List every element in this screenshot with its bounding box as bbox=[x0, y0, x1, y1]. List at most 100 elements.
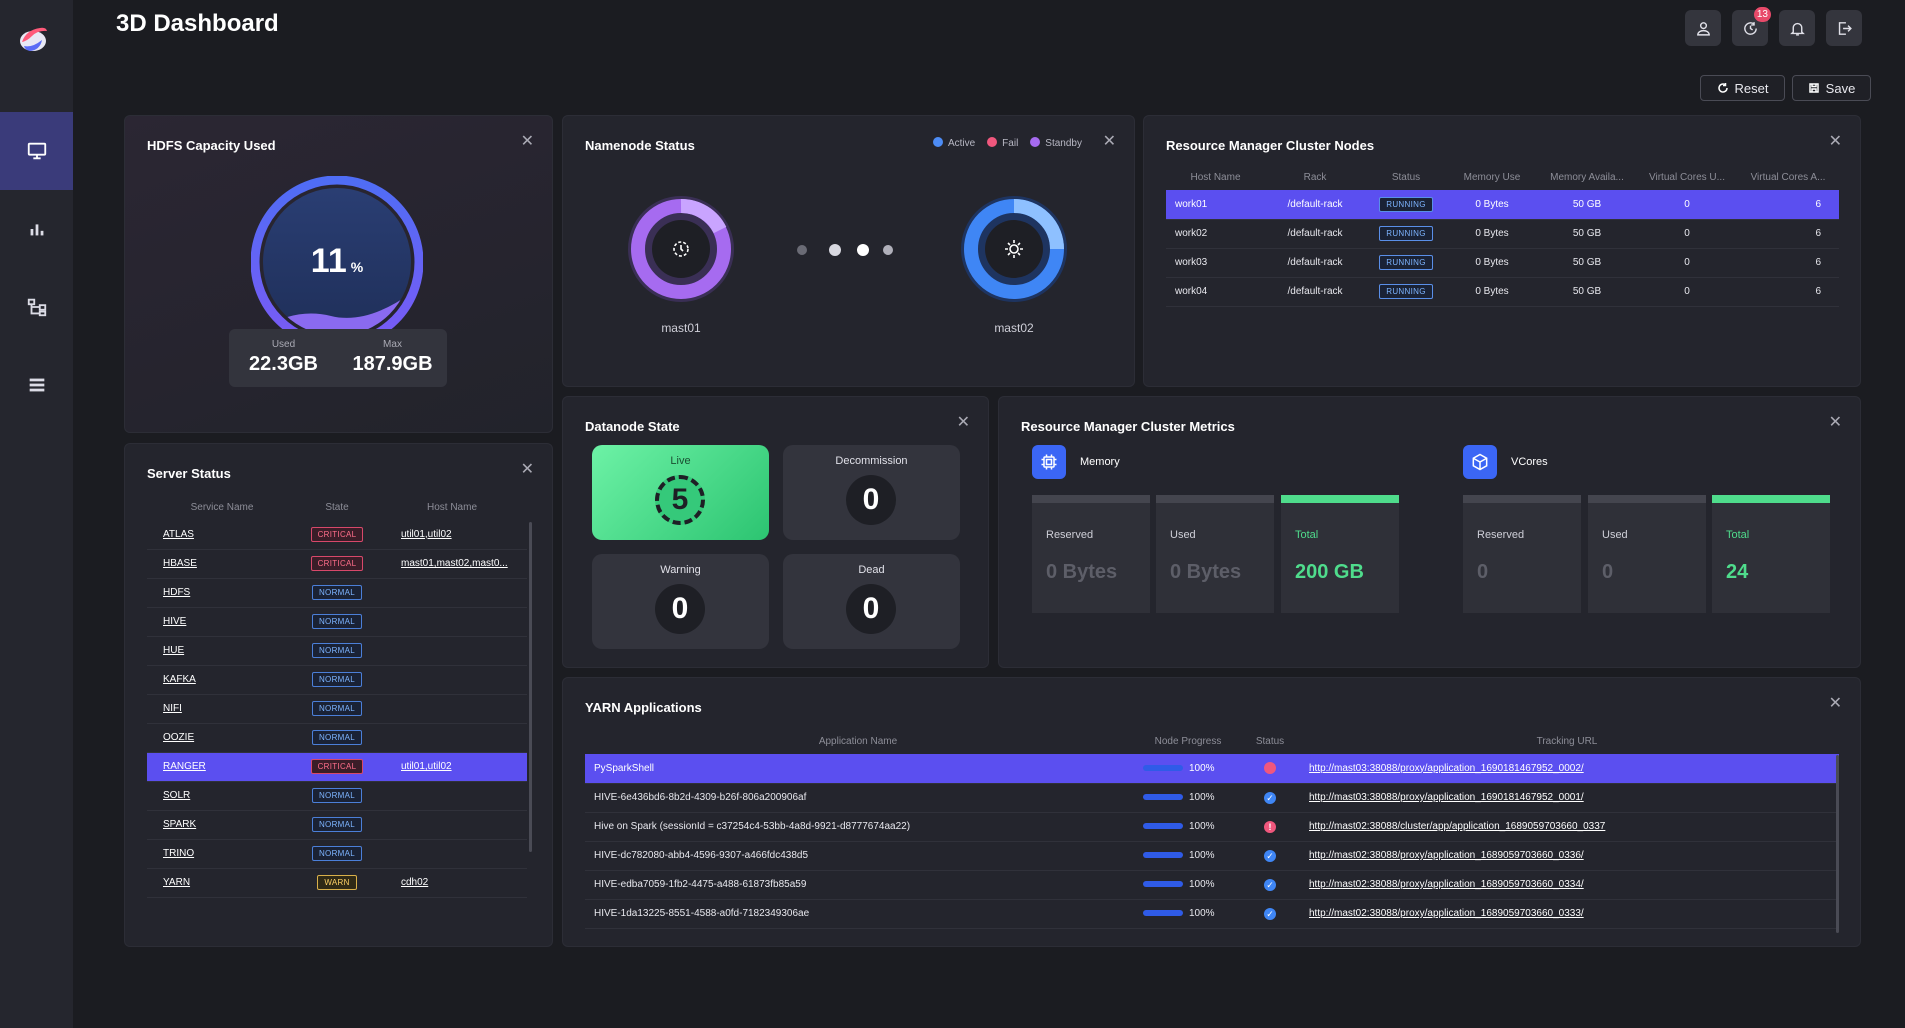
col-tracking-url[interactable]: Tracking URL bbox=[1536, 735, 1598, 747]
col-status[interactable]: Status bbox=[1255, 735, 1285, 747]
vcores-used: 0 bbox=[1637, 277, 1737, 307]
tracking-url-link[interactable]: http://mast03:38088/proxy/application_16… bbox=[1309, 792, 1584, 803]
table-row[interactable]: HIVE NORMAL bbox=[147, 607, 527, 637]
host-link[interactable]: cdh02 bbox=[401, 877, 429, 888]
service-link[interactable]: KAFKA bbox=[163, 674, 196, 685]
user-icon bbox=[1696, 21, 1710, 36]
col-status[interactable]: Status bbox=[1391, 171, 1421, 183]
app-logo-icon[interactable] bbox=[16, 22, 50, 56]
vcores-available: 6 bbox=[1737, 190, 1839, 220]
table-row[interactable]: KAFKA NORMAL bbox=[147, 665, 527, 695]
table-row[interactable]: work01 /default-rack RUNNING 0 Bytes 50 … bbox=[1166, 190, 1839, 220]
vcores-used-label: Used bbox=[1602, 529, 1628, 541]
state-badge: WARN bbox=[317, 875, 357, 890]
col-service-name[interactable]: Service Name bbox=[190, 501, 254, 513]
table-row[interactable]: work02 /default-rack RUNNING 0 Bytes 50 … bbox=[1166, 219, 1839, 249]
table-row[interactable]: Hive on Spark (sessionId = c37254c4-53bb… bbox=[585, 812, 1839, 842]
table-row[interactable]: RANGER CRITICAL util01,util02 bbox=[147, 752, 527, 782]
host-link[interactable]: util01,util02 bbox=[401, 528, 452, 540]
memory-available: 50 GB bbox=[1537, 248, 1637, 278]
table-row[interactable]: HIVE-dc782080-abb4-4596-9307-a466fdc438d… bbox=[585, 841, 1839, 871]
close-icon[interactable]: ✕ bbox=[1102, 133, 1116, 150]
col-application-name[interactable]: Application Name bbox=[818, 735, 898, 747]
table-row[interactable]: work03 /default-rack RUNNING 0 Bytes 50 … bbox=[1166, 248, 1839, 278]
tracking-url-link[interactable]: http://mast03:38088/proxy/application_16… bbox=[1309, 762, 1584, 774]
table-row[interactable]: HBASE CRITICAL mast01,mast02,mast0... bbox=[147, 549, 527, 579]
namenode-status-panel: Namenode Status Active Fail Standby ✕ ma… bbox=[562, 115, 1135, 387]
refresh-button[interactable]: 13 bbox=[1732, 7, 1771, 46]
table-row[interactable]: HIVE-1da13225-8551-4588-a0fd-7182349306a… bbox=[585, 899, 1839, 929]
tracking-url-link[interactable]: http://mast02:38088/proxy/application_16… bbox=[1309, 908, 1584, 919]
warning-card[interactable]: Warning 0 bbox=[592, 554, 769, 649]
dead-card[interactable]: Dead 0 bbox=[783, 554, 960, 649]
logout-button[interactable] bbox=[1826, 10, 1862, 46]
close-icon[interactable]: ✕ bbox=[956, 414, 970, 431]
table-row[interactable]: ATLAS CRITICAL util01,util02 bbox=[147, 520, 527, 550]
state-badge: NORMAL bbox=[311, 730, 363, 745]
close-icon[interactable]: ✕ bbox=[520, 461, 534, 478]
table-row[interactable]: OOZIE NORMAL bbox=[147, 723, 527, 753]
service-link[interactable]: HIVE bbox=[163, 616, 187, 627]
table-row[interactable]: NIFI NORMAL bbox=[147, 694, 527, 724]
col-state[interactable]: State bbox=[325, 501, 349, 513]
table-row[interactable]: YARN WARN cdh02 bbox=[147, 868, 527, 898]
server-status-scrollbar[interactable] bbox=[529, 522, 532, 852]
yarn-scrollbar[interactable] bbox=[1836, 755, 1839, 933]
service-link[interactable]: SPARK bbox=[163, 819, 197, 830]
service-link[interactable]: YARN bbox=[163, 877, 191, 888]
col-host-name[interactable]: Host Name bbox=[426, 501, 477, 513]
memory-available: 50 GB bbox=[1537, 219, 1637, 249]
live-card[interactable]: Live 5 bbox=[592, 445, 769, 540]
table-row[interactable]: HDFS NORMAL bbox=[147, 578, 527, 608]
memory-use: 0 Bytes bbox=[1447, 219, 1537, 249]
tracking-url-link[interactable]: http://mast02:38088/cluster/app/applicat… bbox=[1309, 821, 1606, 832]
service-link[interactable]: TRINO bbox=[163, 848, 195, 859]
close-icon[interactable]: ✕ bbox=[1828, 414, 1842, 431]
table-row[interactable]: SOLR NORMAL bbox=[147, 781, 527, 811]
col-vcores-available[interactable]: Virtual Cores A... bbox=[1750, 171, 1826, 183]
service-link[interactable]: HUE bbox=[163, 645, 185, 656]
table-row[interactable]: work04 /default-rack RUNNING 0 Bytes 50 … bbox=[1166, 277, 1839, 307]
table-row[interactable]: TRINO NORMAL bbox=[147, 839, 527, 869]
service-link[interactable]: RANGER bbox=[163, 761, 206, 772]
nav-dashboard[interactable] bbox=[0, 112, 73, 190]
reset-button[interactable]: Reset bbox=[1700, 75, 1785, 101]
tracking-url-link[interactable]: http://mast02:38088/proxy/application_16… bbox=[1309, 879, 1584, 890]
close-icon[interactable]: ✕ bbox=[1828, 695, 1842, 712]
vcores-total-value: 24 bbox=[1726, 561, 1749, 583]
table-row[interactable]: HUE NORMAL bbox=[147, 636, 527, 666]
service-link[interactable]: SOLR bbox=[163, 790, 191, 801]
col-memory-available[interactable]: Memory Availa... bbox=[1550, 171, 1624, 183]
close-icon[interactable]: ✕ bbox=[1828, 133, 1842, 150]
table-row[interactable]: HIVE-edba7059-1fb2-4475-a488-61873fb85a5… bbox=[585, 870, 1839, 900]
service-link[interactable]: ATLAS bbox=[163, 528, 194, 540]
nav-topology[interactable] bbox=[0, 268, 73, 346]
table-row[interactable]: SPARK NORMAL bbox=[147, 810, 527, 840]
reset-icon bbox=[1717, 83, 1728, 93]
service-link[interactable]: OOZIE bbox=[163, 732, 195, 743]
vcores-used: 0 bbox=[1637, 219, 1737, 249]
col-vcores-used[interactable]: Virtual Cores U... bbox=[1649, 171, 1725, 183]
col-node-progress[interactable]: Node Progress bbox=[1154, 735, 1222, 747]
decommission-label: Decommission bbox=[835, 455, 908, 467]
vcores-reserved-label: Reserved bbox=[1477, 529, 1525, 541]
host-link[interactable]: util01,util02 bbox=[401, 761, 452, 772]
memory-total-value: 200 GB bbox=[1295, 561, 1364, 583]
service-link[interactable]: HBASE bbox=[163, 558, 197, 569]
bell-button[interactable] bbox=[1779, 10, 1815, 46]
tracking-url-link[interactable]: http://mast02:38088/proxy/application_16… bbox=[1309, 850, 1584, 861]
service-link[interactable]: NIFI bbox=[163, 703, 182, 714]
table-row[interactable]: PySparkShell 100% http://mast03:38088/pr… bbox=[585, 754, 1839, 784]
nav-charts[interactable] bbox=[0, 190, 73, 268]
nav-list[interactable] bbox=[0, 346, 73, 424]
col-host-name[interactable]: Host Name bbox=[1190, 171, 1241, 183]
host-link[interactable]: mast01,mast02,mast0... bbox=[401, 558, 508, 569]
user-button[interactable] bbox=[1685, 10, 1721, 46]
close-icon[interactable]: ✕ bbox=[520, 133, 534, 150]
col-memory-use[interactable]: Memory Use bbox=[1463, 171, 1521, 183]
col-rack[interactable]: Rack bbox=[1303, 171, 1327, 183]
table-row[interactable]: HIVE-6e436bd6-8b2d-4309-b26f-806a200906a… bbox=[585, 783, 1839, 813]
service-link[interactable]: HDFS bbox=[163, 587, 191, 598]
decommission-card[interactable]: Decommission 0 bbox=[783, 445, 960, 540]
save-button[interactable]: Save bbox=[1792, 75, 1871, 101]
